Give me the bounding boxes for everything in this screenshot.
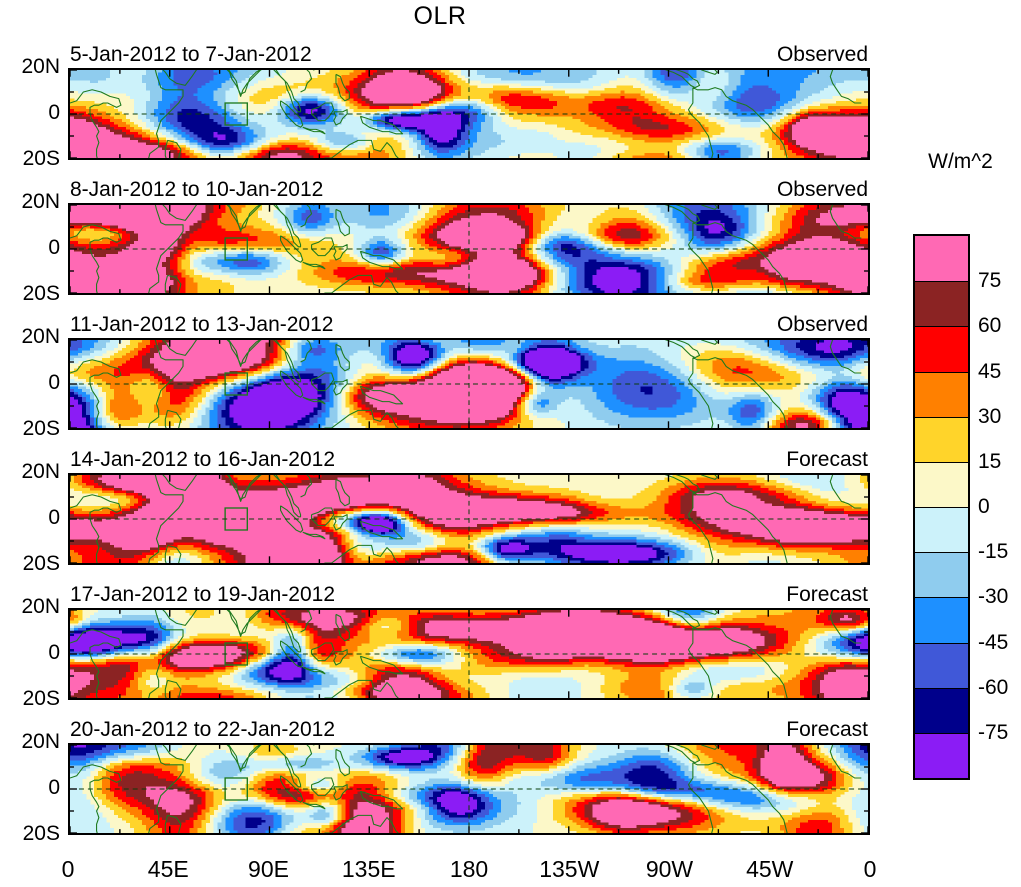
x-axis-tick-label: 0 [61,856,75,882]
y-axis-tick-label: 20S [22,822,60,845]
olr-contour-field [70,340,868,428]
colorbar [913,234,970,780]
olr-contour-field [70,745,868,833]
colorbar-band-separator [915,326,968,328]
y-axis-tick-label: 0 [48,641,60,664]
y-axis-tick-label: 0 [48,506,60,529]
olr-map-panel [68,743,870,835]
colorbar-tick-label: -75 [978,720,1009,744]
x-axis-tick-label: 135E [341,856,396,882]
x-axis-tick-label: 45E [147,856,189,882]
colorbar-band [915,461,968,508]
colorbar-band [915,326,968,372]
colorbar-tick-label: 15 [978,449,1002,473]
colorbar-band-separator [915,461,968,463]
y-axis-tick-label: 0 [48,371,60,394]
panel-kind-label: Forecast [786,583,868,606]
y-axis-tick-label: 20S [22,147,60,170]
colorbar-band [915,371,968,418]
x-axis-tick-label: 0 [863,856,877,882]
colorbar-tick-label: -15 [978,540,1009,564]
x-axis-tick-label: 90W [645,856,694,882]
colorbar-band [915,642,968,689]
y-axis-tick-label: 20S [22,687,60,710]
y-axis-tick-label: 0 [48,101,60,124]
panel-date-range: 8-Jan-2012 to 10-Jan-2012 [70,178,324,201]
olr-map-panel [68,68,870,160]
panel-kind-label: Observed [776,178,868,201]
y-axis-tick-label: 20N [21,730,60,753]
colorbar-band-separator [915,507,968,508]
colorbar-band [915,281,968,327]
colorbar-tick-label: 60 [978,314,1002,338]
x-axis-tick-label: 180 [449,856,489,882]
colorbar-band [915,552,968,598]
colorbar-band [915,732,968,779]
colorbar-band-separator [915,687,968,689]
olr-map-panel [68,338,870,430]
colorbar-band-separator [915,416,968,418]
colorbar-band [915,687,968,734]
y-axis-tick-label: 20N [21,460,60,483]
x-axis-tick-label: 135W [539,856,600,882]
y-axis-tick-label: 20S [22,552,60,575]
y-axis-tick-label: 20N [21,325,60,348]
olr-map-panel [68,473,870,565]
panel-date-range: 17-Jan-2012 to 19-Jan-2012 [70,583,336,606]
olr-contour-field [70,205,868,293]
panel-date-range: 20-Jan-2012 to 22-Jan-2012 [70,718,336,741]
y-axis-tick-label: 20N [21,55,60,78]
y-axis-tick-label: 20N [21,595,60,618]
colorbar-band [915,416,968,463]
olr-contour-field [70,70,868,158]
panel-date-range: 5-Jan-2012 to 7-Jan-2012 [70,43,312,66]
colorbar-tick-label: 30 [978,404,1002,428]
x-axis-tick-label: 45W [746,856,794,882]
figure-title: OLR [413,2,467,30]
colorbar-band-separator [915,642,968,644]
colorbar-band-separator [915,597,968,599]
olr-map-panel [68,203,870,295]
y-axis-tick-label: 20S [22,282,60,305]
y-axis-tick-label: 0 [48,776,60,799]
panel-kind-label: Forecast [786,718,868,741]
colorbar-tick-label: -45 [978,630,1009,654]
colorbar-tick-label: 75 [978,269,1002,293]
colorbar-band [915,597,968,643]
colorbar-band [915,507,968,553]
colorbar-band-separator [915,552,968,554]
y-axis-tick-label: 0 [48,236,60,259]
y-axis-tick-label: 20S [22,417,60,440]
colorbar-band-separator [915,732,968,734]
y-axis-tick-label: 20N [21,190,60,213]
colorbar-band [915,236,968,282]
colorbar-band-separator [915,371,968,373]
colorbar-tick-label: -30 [978,585,1009,609]
colorbar-title: W/m^2 [928,150,993,173]
colorbar-band-separator [915,281,968,283]
panel-kind-label: Forecast [786,448,868,471]
olr-contour-field [70,610,868,698]
x-axis-tick-label: 90E [248,856,289,882]
olr-map-panel [68,608,870,700]
panel-date-range: 11-Jan-2012 to 13-Jan-2012 [70,313,334,336]
colorbar-tick-label: 45 [978,359,1002,383]
panel-kind-label: Observed [776,43,868,66]
colorbar-tick-label: -60 [978,675,1009,699]
panel-date-range: 14-Jan-2012 to 16-Jan-2012 [70,448,336,471]
colorbar-tick-label: 0 [978,495,990,518]
olr-contour-field [70,475,868,563]
panel-kind-label: Observed [776,313,868,336]
